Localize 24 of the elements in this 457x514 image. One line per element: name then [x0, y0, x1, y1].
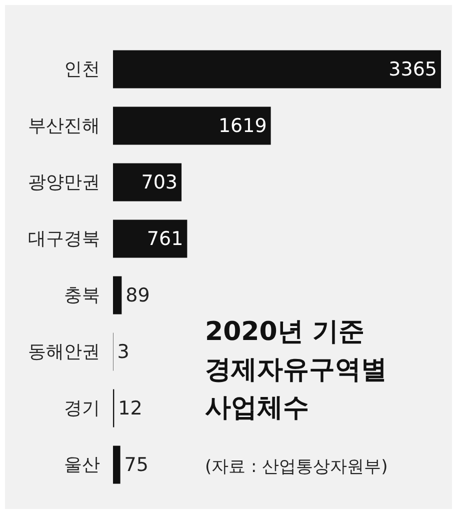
y-tick-label: 충북: [64, 284, 100, 306]
bar: [113, 276, 122, 314]
data-label: 12: [118, 397, 142, 420]
y-tick-label: 경기: [64, 398, 100, 419]
data-label: 1619: [218, 114, 267, 137]
y-tick-label: 대구경북: [28, 228, 100, 250]
bar: [113, 163, 182, 202]
data-label: 89: [126, 284, 150, 306]
bar: [113, 446, 120, 484]
bar: [113, 50, 441, 88]
y-tick-label: 동해안권: [28, 341, 100, 362]
y-tick-label: 인천: [64, 58, 100, 80]
data-label: 3365: [388, 58, 437, 80]
bar: [113, 106, 271, 145]
y-tick-label: 부산진해: [28, 115, 100, 136]
annotation: (자료 : 산업통상자원부): [205, 457, 388, 477]
bar: [113, 220, 188, 258]
data-label: 703: [141, 171, 178, 194]
data-label: 761: [146, 228, 184, 250]
data-label: 3: [117, 340, 130, 363]
text: 2020년 기준 경제자유구역별 사업체수: [205, 317, 387, 423]
y-tick-label: 광양만권: [28, 172, 100, 193]
data-label: 75: [124, 454, 148, 476]
y-tick-label: 울산: [64, 454, 100, 476]
